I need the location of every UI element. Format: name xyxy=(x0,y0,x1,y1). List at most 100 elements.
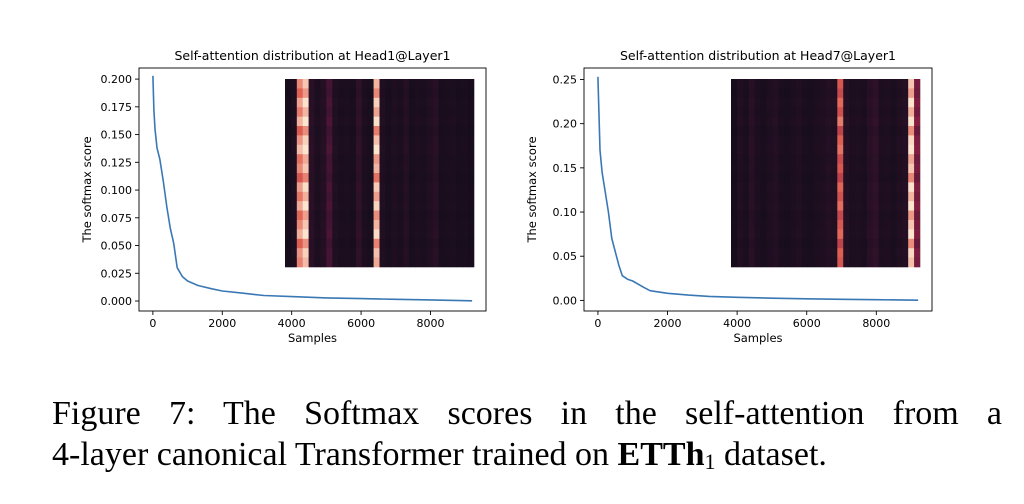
heatmap-cell xyxy=(795,116,803,127)
heatmap-cell xyxy=(736,210,744,221)
heatmap-cell xyxy=(409,116,416,127)
heatmap-cell xyxy=(432,97,439,108)
heatmap-cell xyxy=(772,154,779,164)
heatmap-cell xyxy=(444,257,451,268)
heatmap-cell xyxy=(890,201,897,211)
heatmap-cell xyxy=(355,126,363,136)
heatmap-cell xyxy=(379,88,386,99)
heatmap-cell xyxy=(438,182,445,193)
heatmap-cell xyxy=(795,238,803,249)
heatmap-cell xyxy=(409,220,416,230)
heatmap-cell xyxy=(420,257,428,268)
heatmap-cell xyxy=(813,257,820,268)
x-tick-label: 4000 xyxy=(278,317,306,330)
heatmap-cell xyxy=(302,173,309,183)
heatmap-cell xyxy=(379,191,386,202)
heatmap-cell xyxy=(444,248,451,258)
heatmap-cell xyxy=(890,220,897,230)
heatmap-cell xyxy=(731,97,738,108)
heatmap-cell xyxy=(290,97,298,108)
heatmap-cell xyxy=(760,191,767,202)
heatmap-cell xyxy=(813,107,820,117)
heatmap-cell xyxy=(748,126,755,136)
heatmap-cell xyxy=(754,173,761,183)
heatmap-cell xyxy=(742,116,750,127)
heatmap-cell xyxy=(355,257,363,268)
heatmap-cell xyxy=(843,229,850,240)
heatmap-cell xyxy=(438,116,445,127)
heatmap-cell xyxy=(367,79,374,89)
heatmap-cell xyxy=(784,126,791,136)
heatmap-cell xyxy=(414,79,422,89)
heatmap-cell xyxy=(754,257,761,268)
heatmap-cell xyxy=(736,116,744,127)
heatmap-cell xyxy=(772,173,779,183)
heatmap-cell xyxy=(468,144,475,155)
heatmap-cell xyxy=(884,163,891,174)
heatmap-cell xyxy=(344,79,351,89)
heatmap-cell xyxy=(731,229,738,240)
heatmap-cell xyxy=(450,220,457,230)
heatmap-cell xyxy=(843,116,850,127)
heatmap-cell xyxy=(290,126,298,136)
heatmap-cell xyxy=(326,201,333,211)
heatmap-cell xyxy=(314,220,321,230)
heatmap-cell xyxy=(338,88,345,99)
heatmap-cell xyxy=(456,79,463,89)
heatmap-cell xyxy=(420,97,428,108)
heatmap-cell xyxy=(878,201,885,211)
heatmap-cell xyxy=(825,116,832,127)
heatmap-cell xyxy=(748,210,755,221)
heatmap-cell xyxy=(884,154,891,164)
heatmap-cell xyxy=(444,191,451,202)
heatmap-cell xyxy=(409,173,416,183)
heatmap-cell xyxy=(855,248,862,258)
heatmap-cell xyxy=(285,182,292,193)
heatmap-cell xyxy=(754,220,761,230)
heatmap-cell xyxy=(807,201,814,211)
heatmap-cell xyxy=(432,154,439,164)
heatmap-cell xyxy=(843,144,850,155)
heatmap-cell xyxy=(736,257,744,268)
heatmap-cell xyxy=(884,126,891,136)
heatmap-cell xyxy=(790,116,797,127)
heatmap-cell xyxy=(450,173,457,183)
heatmap-cell xyxy=(391,126,398,136)
heatmap-cell xyxy=(878,126,885,136)
heatmap-cell xyxy=(784,257,791,268)
heatmap-cell xyxy=(344,88,351,99)
heatmap-cell xyxy=(837,79,844,89)
heatmap-cell xyxy=(438,191,445,202)
heatmap-cell xyxy=(332,220,339,230)
heatmap-cell xyxy=(450,257,457,268)
heatmap-cell xyxy=(819,248,826,258)
heatmap-cell xyxy=(462,107,469,117)
heatmap-cell xyxy=(766,238,773,249)
heatmap-cell xyxy=(361,173,368,183)
heatmap-cell xyxy=(760,79,767,89)
heatmap-cell xyxy=(338,173,345,183)
heatmap-cell xyxy=(391,154,398,164)
heatmap-cell xyxy=(367,88,374,99)
heatmap-cell xyxy=(403,79,410,89)
heatmap-cell xyxy=(397,116,404,127)
heatmap-cell xyxy=(409,135,416,146)
heatmap-cell xyxy=(872,135,879,146)
heatmap-cell xyxy=(843,107,850,117)
x-tick-label: 8000 xyxy=(416,317,444,330)
heatmap-cell xyxy=(896,126,903,136)
heatmap-cell xyxy=(403,210,410,221)
heatmap-cell xyxy=(843,97,850,108)
heatmap-cell xyxy=(825,126,832,136)
heatmap-cell xyxy=(450,248,457,258)
heatmap-cell xyxy=(760,238,767,249)
heatmap-cell xyxy=(795,97,803,108)
heatmap-cell xyxy=(736,248,744,258)
heatmap-cell xyxy=(444,154,451,164)
heatmap-cell xyxy=(367,201,374,211)
heatmap-cell xyxy=(837,210,844,221)
heatmap-cell xyxy=(872,182,879,193)
heatmap-cell xyxy=(872,248,879,258)
heatmap-cell xyxy=(332,154,339,164)
heatmap-cell xyxy=(860,97,868,108)
